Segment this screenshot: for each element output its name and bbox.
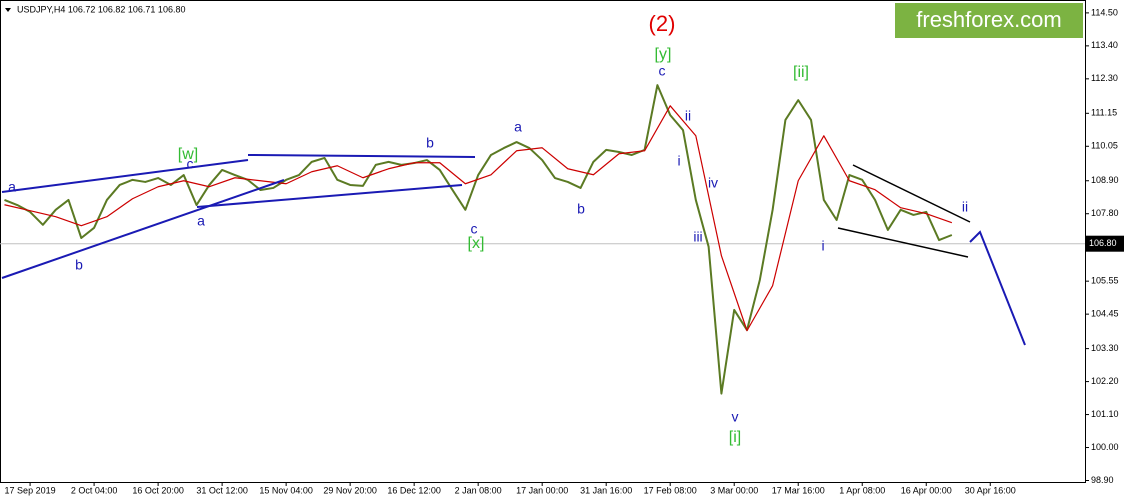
wave-label: a (514, 119, 522, 135)
x-tick-label: 31 Jan 16:00 (580, 485, 632, 495)
y-tick-label: 101.10 (1091, 409, 1119, 419)
x-tick-label: 30 Apr 16:00 (965, 485, 1016, 495)
price-line (4, 84, 953, 395)
projection (969, 230, 1026, 346)
x-tick-label: 17 Mar 16:00 (772, 485, 825, 495)
x-tick-label: 17 Feb 08:00 (644, 485, 697, 495)
y-tick-label: 108.90 (1091, 175, 1119, 185)
y-tick-label: 100.00 (1091, 442, 1119, 452)
wave-label: iii (693, 229, 702, 245)
header: USDJPY,H4 106.72 106.82 106.71 106.80 (17, 4, 185, 14)
x-tick-label: 16 Oct 20:00 (132, 485, 184, 495)
wave-label: [i] (729, 429, 741, 446)
wedge-line (852, 164, 971, 223)
wave-label: i (677, 153, 680, 169)
plot-frame (0, 0, 1086, 483)
menu-icon (5, 8, 11, 12)
y-tick-label: 111.15 (1091, 108, 1117, 118)
wave-label: a (197, 213, 205, 229)
ma-line (4, 105, 953, 332)
wave-label: b (75, 257, 83, 273)
trendlines (1, 154, 1026, 346)
trendline (196, 184, 463, 208)
last-price-label: 106.80 (1089, 238, 1117, 248)
wave-label: [ii] (793, 64, 809, 81)
wave-label: a (8, 179, 16, 195)
y-tick-label: 113.40 (1091, 40, 1118, 50)
y-tick-label: 105.55 (1091, 276, 1119, 286)
wave-label: iv (708, 175, 718, 191)
y-tick-label: 103.30 (1091, 343, 1119, 353)
wave-label: v (732, 409, 739, 425)
marks (0, 84, 1085, 395)
y-tick-label: 110.05 (1091, 141, 1118, 151)
y-tick-label: 102.20 (1091, 376, 1119, 386)
y-tick-label: 104.45 (1091, 309, 1119, 319)
wedge-line (837, 227, 969, 258)
wave-label: i (821, 238, 824, 254)
wave-label: (2) (649, 11, 676, 36)
x-tick-label: 3 Mar 00:00 (710, 485, 758, 495)
x-tick-label: 17 Sep 2019 (5, 485, 56, 495)
y-tick-label: 98.90 (1091, 475, 1114, 485)
trendline (247, 154, 476, 158)
x-tick-label: 2 Jan 08:00 (455, 485, 502, 495)
y-tick-label: 112.30 (1091, 73, 1118, 83)
wave-label: b (426, 135, 434, 151)
wave-label: c (471, 221, 478, 237)
logo-box (895, 3, 1083, 38)
trendline (1, 159, 249, 193)
x-tick-label: 31 Oct 12:00 (196, 485, 248, 495)
last-price-box (1086, 235, 1124, 252)
trendline (1, 179, 285, 279)
wave-label: [y] (655, 46, 672, 63)
x-tick-label: 2 Oct 04:00 (71, 485, 118, 495)
x-tick-label: 29 Nov 20:00 (323, 485, 377, 495)
wave-label: [w] (178, 146, 198, 163)
x-tick-label: 15 Nov 04:00 (259, 485, 313, 495)
y-tick-label: 114.50 (1091, 7, 1118, 17)
wave-label: c (187, 156, 194, 172)
logo: freshforex.com (916, 7, 1062, 32)
wave-label: b (577, 201, 585, 217)
wave-label: ii (685, 108, 691, 124)
y-tick-label: 107.80 (1091, 208, 1119, 218)
x-tick-label: 16 Apr 00:00 (901, 485, 952, 495)
x-tick-label: 17 Jan 00:00 (516, 485, 568, 495)
wave-label: c (659, 63, 666, 79)
wave-label: [x] (468, 235, 485, 252)
wedge (837, 164, 971, 258)
wave-label: ii (962, 199, 968, 215)
x-tick-label: 1 Apr 08:00 (839, 485, 885, 495)
x-tick-label: 16 Dec 12:00 (387, 485, 441, 495)
